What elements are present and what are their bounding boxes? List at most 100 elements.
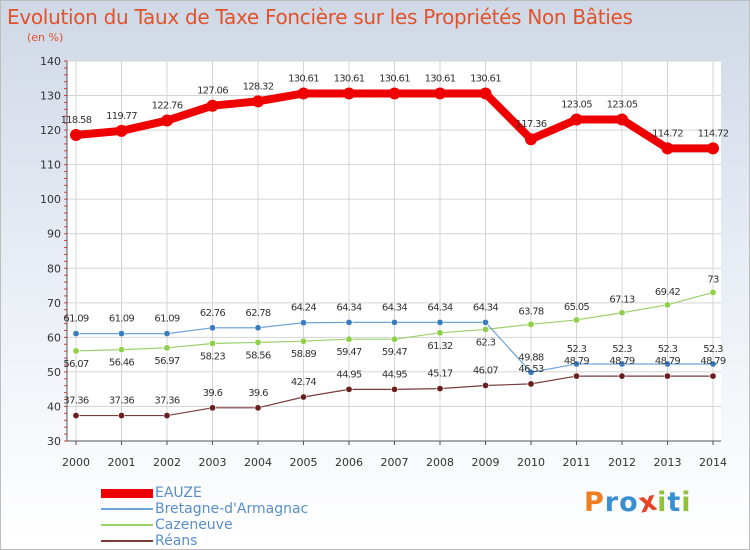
data-point <box>118 412 126 420</box>
data-label: 46.07 <box>473 365 498 376</box>
data-label: 119.77 <box>106 111 137 122</box>
data-point <box>618 372 626 380</box>
data-point <box>709 288 717 296</box>
data-label: 48.79 <box>655 356 680 367</box>
data-label: 130.61 <box>470 73 501 84</box>
data-label: 130.61 <box>379 73 410 84</box>
data-label: 42.74 <box>291 377 316 388</box>
data-label: 52.3 <box>567 344 587 355</box>
data-label: 114.72 <box>652 128 683 139</box>
data-point <box>663 360 671 368</box>
data-point <box>163 330 171 338</box>
data-label: 64.34 <box>473 302 498 313</box>
data-point <box>572 372 580 380</box>
data-label: 130.61 <box>425 73 456 84</box>
data-label: 62.3 <box>476 337 496 348</box>
data-point <box>707 142 719 155</box>
data-label: 73 <box>707 274 719 285</box>
data-label: 56.46 <box>109 358 134 369</box>
data-label: 59.47 <box>382 347 407 358</box>
data-point <box>436 318 444 326</box>
data-point <box>209 324 217 332</box>
data-label: 61.09 <box>154 314 179 325</box>
chart-title: Evolution du Taux de Taxe Foncière sur l… <box>7 5 633 29</box>
data-label: 123.05 <box>607 100 638 111</box>
data-label: 44.95 <box>336 369 361 380</box>
x-tick-label: 2001 <box>108 456 136 469</box>
x-tick-label: 2011 <box>563 456 591 469</box>
legend-label: Bretagne-d'Armagnac <box>155 501 309 517</box>
y-tick-label: 100 <box>40 193 61 206</box>
data-point <box>252 95 264 108</box>
y-tick-label: 140 <box>40 55 61 68</box>
data-point <box>345 385 353 393</box>
data-point <box>527 380 535 388</box>
y-tick-label: 110 <box>40 159 61 172</box>
data-label: 118.58 <box>61 115 92 126</box>
data-point <box>72 347 80 355</box>
logo-letter: i <box>681 487 692 518</box>
x-tick-label: 2007 <box>381 456 409 469</box>
data-label: 48.79 <box>564 356 589 367</box>
x-tick-label: 2006 <box>335 456 363 469</box>
data-label: 65.05 <box>564 302 589 313</box>
data-label: 52.3 <box>703 344 723 355</box>
data-label: 58.89 <box>291 349 316 360</box>
data-point <box>572 316 580 324</box>
data-point <box>388 87 401 100</box>
data-point <box>479 87 492 100</box>
y-tick-label: 30 <box>47 435 61 448</box>
data-label: 128.32 <box>243 81 274 92</box>
data-label: 61.09 <box>63 314 88 325</box>
logo-letter: P <box>584 487 605 518</box>
data-point <box>481 325 489 333</box>
data-label: 122.76 <box>152 101 183 112</box>
data-label: 56.97 <box>154 356 179 367</box>
data-label: 123.05 <box>561 100 592 111</box>
data-point <box>254 404 262 412</box>
data-label: 52.3 <box>612 344 632 355</box>
legend-label: EAUZE <box>155 485 202 501</box>
data-point <box>709 360 717 368</box>
data-point <box>618 360 626 368</box>
data-label: 37.36 <box>63 396 88 407</box>
data-label: 45.17 <box>427 369 452 380</box>
legend-swatch <box>101 524 153 526</box>
data-point <box>618 309 626 317</box>
data-point <box>299 393 307 401</box>
data-label: 130.61 <box>288 73 319 84</box>
data-label: 59.47 <box>336 347 361 358</box>
data-label: 64.34 <box>427 302 452 313</box>
data-point <box>481 381 489 389</box>
y-tick-label: 120 <box>40 124 61 137</box>
data-point <box>70 128 82 141</box>
data-point <box>390 335 398 343</box>
data-label: 64.34 <box>382 302 407 313</box>
data-label: 56.07 <box>63 359 88 370</box>
data-label: 67.13 <box>609 295 634 306</box>
data-point <box>254 338 262 346</box>
x-tick-label: 2000 <box>62 456 90 469</box>
data-label: 114.72 <box>698 128 729 139</box>
logo-letter: r <box>604 487 620 518</box>
data-label: 127.06 <box>197 86 228 97</box>
data-point <box>163 344 171 352</box>
data-point <box>709 372 717 380</box>
data-label: 62.78 <box>245 308 270 319</box>
data-point <box>118 330 126 338</box>
y-tick-label: 40 <box>47 400 61 413</box>
legend-label: Cazeneuve <box>155 517 233 533</box>
legend-swatch <box>101 540 153 542</box>
data-label: 52.3 <box>658 344 678 355</box>
y-tick-label: 70 <box>47 297 61 310</box>
data-point <box>525 133 537 146</box>
y-tick-label: 80 <box>47 262 61 275</box>
data-label: 63.78 <box>518 306 543 317</box>
data-point <box>481 318 489 326</box>
x-tick-label: 2009 <box>472 456 500 469</box>
logo-letter: o <box>619 487 639 518</box>
data-point <box>206 99 219 112</box>
data-label: 62.76 <box>200 308 225 319</box>
data-label: 49.88 <box>518 352 543 363</box>
